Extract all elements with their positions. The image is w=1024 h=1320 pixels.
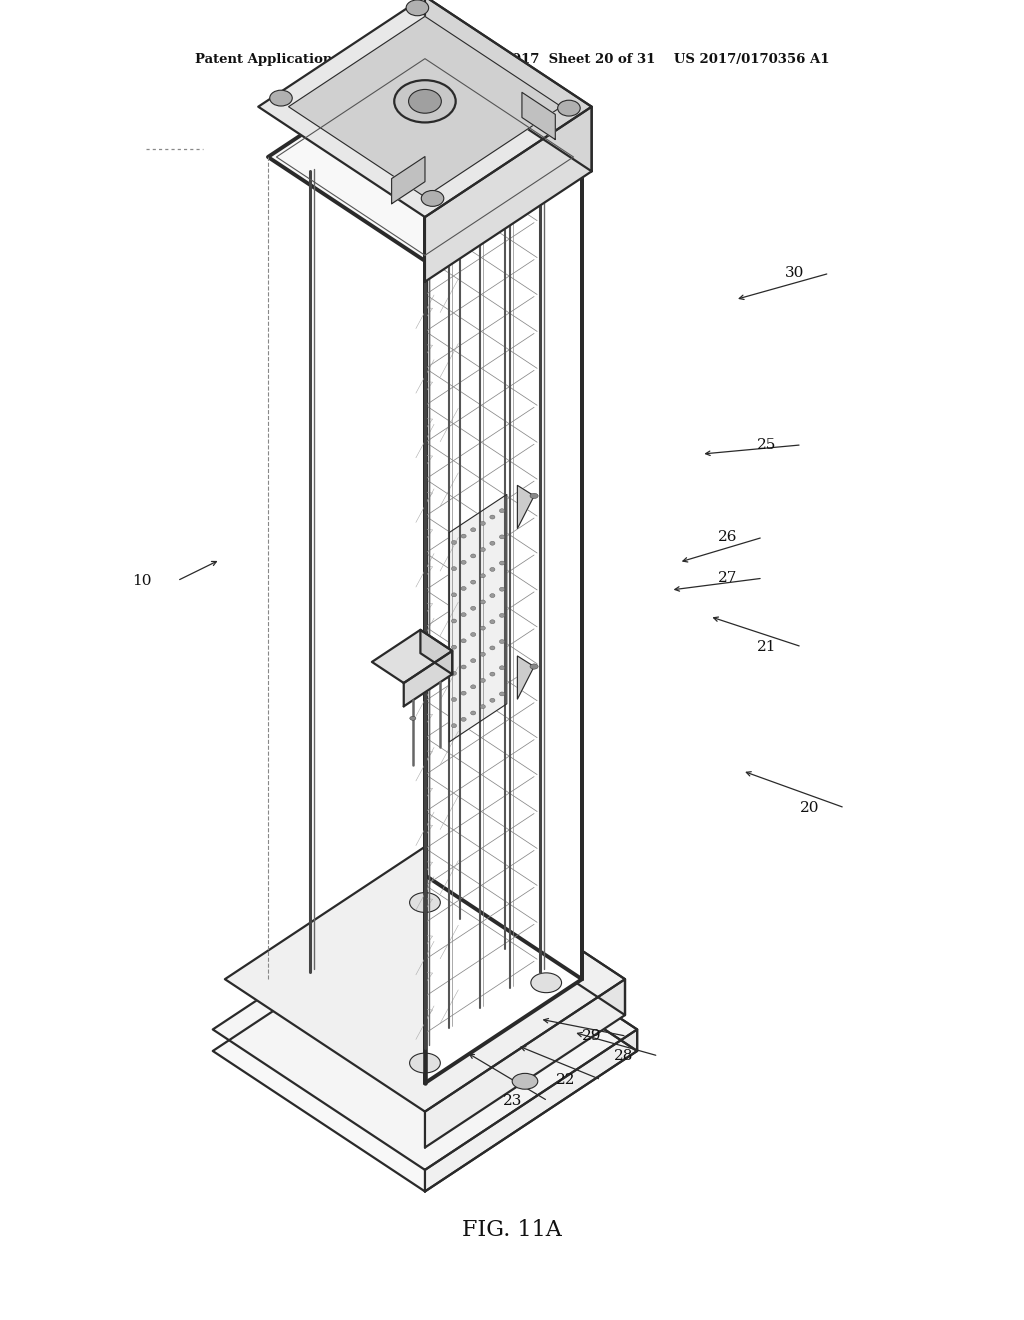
- Ellipse shape: [410, 1053, 440, 1073]
- Text: 30: 30: [784, 267, 804, 280]
- Ellipse shape: [410, 892, 440, 912]
- Polygon shape: [391, 157, 425, 203]
- Ellipse shape: [480, 521, 485, 525]
- Ellipse shape: [489, 645, 495, 649]
- Ellipse shape: [461, 665, 466, 669]
- Polygon shape: [213, 911, 637, 1192]
- Polygon shape: [517, 656, 535, 700]
- Ellipse shape: [500, 692, 505, 696]
- Polygon shape: [425, 979, 625, 1147]
- Ellipse shape: [512, 1073, 538, 1089]
- Text: 23: 23: [503, 1094, 522, 1107]
- Ellipse shape: [480, 626, 485, 630]
- Ellipse shape: [471, 528, 476, 532]
- Text: 21: 21: [757, 640, 776, 653]
- Polygon shape: [425, 107, 592, 281]
- Ellipse shape: [471, 685, 476, 689]
- Ellipse shape: [489, 515, 495, 519]
- Ellipse shape: [489, 698, 495, 702]
- Text: 22: 22: [556, 1073, 575, 1086]
- Polygon shape: [258, 0, 592, 216]
- Text: 29: 29: [582, 1030, 601, 1043]
- Polygon shape: [425, 846, 625, 1015]
- Polygon shape: [517, 486, 535, 528]
- Polygon shape: [225, 846, 625, 1111]
- Ellipse shape: [452, 593, 457, 597]
- Ellipse shape: [530, 494, 539, 499]
- Ellipse shape: [500, 614, 505, 618]
- Ellipse shape: [461, 717, 466, 721]
- Polygon shape: [268, 53, 582, 261]
- Ellipse shape: [489, 594, 495, 598]
- Polygon shape: [403, 651, 453, 706]
- Ellipse shape: [500, 640, 505, 644]
- Text: 20: 20: [800, 801, 819, 814]
- Ellipse shape: [452, 645, 457, 649]
- Ellipse shape: [452, 697, 457, 701]
- Ellipse shape: [421, 190, 443, 206]
- Ellipse shape: [530, 664, 539, 669]
- Polygon shape: [450, 495, 507, 742]
- Ellipse shape: [500, 508, 505, 512]
- Ellipse shape: [452, 672, 457, 676]
- Ellipse shape: [489, 672, 495, 676]
- Polygon shape: [425, 0, 592, 172]
- Ellipse shape: [500, 535, 505, 539]
- Ellipse shape: [530, 973, 561, 993]
- Ellipse shape: [500, 587, 505, 591]
- Text: 25: 25: [757, 438, 776, 451]
- Polygon shape: [522, 92, 555, 140]
- Polygon shape: [372, 630, 453, 682]
- Ellipse shape: [480, 678, 485, 682]
- Ellipse shape: [409, 90, 441, 114]
- Ellipse shape: [407, 0, 429, 16]
- Ellipse shape: [480, 574, 485, 578]
- Ellipse shape: [471, 554, 476, 558]
- Polygon shape: [425, 1030, 637, 1192]
- Polygon shape: [213, 888, 637, 1170]
- Ellipse shape: [452, 566, 457, 570]
- Ellipse shape: [489, 568, 495, 572]
- Ellipse shape: [471, 632, 476, 636]
- Ellipse shape: [394, 81, 456, 123]
- Ellipse shape: [452, 619, 457, 623]
- Text: Patent Application Publication    Jun. 15, 2017  Sheet 20 of 31    US 2017/01703: Patent Application Publication Jun. 15, …: [195, 53, 829, 66]
- Ellipse shape: [558, 100, 581, 116]
- Ellipse shape: [480, 705, 485, 709]
- Ellipse shape: [489, 541, 495, 545]
- Ellipse shape: [471, 579, 476, 583]
- Ellipse shape: [269, 90, 292, 106]
- Ellipse shape: [461, 535, 466, 539]
- Ellipse shape: [480, 548, 485, 552]
- Polygon shape: [421, 630, 453, 675]
- Ellipse shape: [452, 723, 457, 727]
- Ellipse shape: [471, 606, 476, 610]
- Ellipse shape: [452, 540, 457, 544]
- Text: FIG. 11A: FIG. 11A: [462, 1220, 562, 1241]
- Ellipse shape: [500, 665, 505, 669]
- Polygon shape: [425, 53, 582, 979]
- Polygon shape: [425, 888, 637, 1051]
- Text: 28: 28: [613, 1049, 633, 1063]
- Polygon shape: [289, 16, 561, 197]
- Text: 26: 26: [718, 531, 737, 544]
- Ellipse shape: [471, 711, 476, 715]
- Ellipse shape: [410, 717, 416, 721]
- Ellipse shape: [461, 560, 466, 564]
- Text: 10: 10: [132, 574, 152, 587]
- Ellipse shape: [489, 620, 495, 624]
- Ellipse shape: [461, 586, 466, 590]
- Ellipse shape: [500, 561, 505, 565]
- Polygon shape: [425, 157, 582, 1084]
- Ellipse shape: [471, 659, 476, 663]
- Ellipse shape: [461, 612, 466, 616]
- Ellipse shape: [461, 639, 466, 643]
- Ellipse shape: [480, 652, 485, 656]
- Text: 27: 27: [718, 572, 737, 585]
- Ellipse shape: [480, 601, 485, 605]
- Ellipse shape: [461, 692, 466, 696]
